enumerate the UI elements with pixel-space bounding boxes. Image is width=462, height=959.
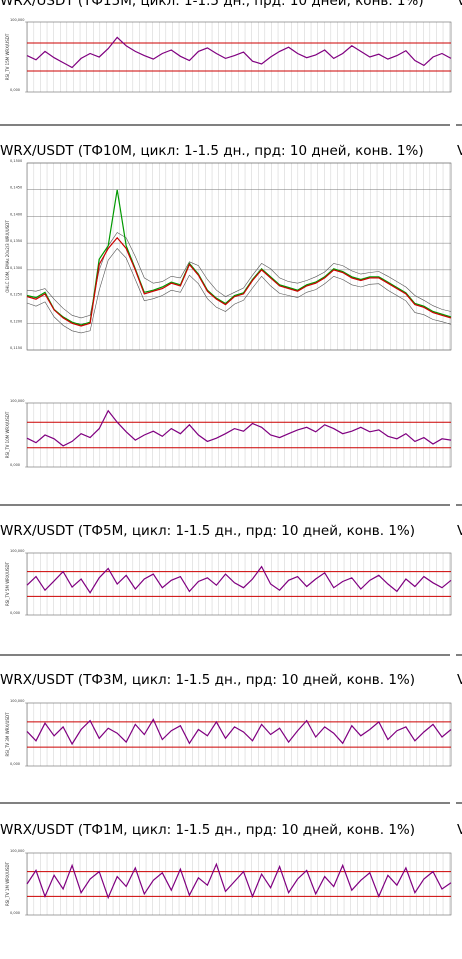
chart-title: WRX/USDT (ТФ15М, цикл: 1-1.5 дн., прд: 1… bbox=[0, 0, 424, 9]
y-axis-label: RSI_TV 3М WRX/USDT bbox=[5, 712, 10, 757]
cut-title: V bbox=[457, 0, 462, 9]
y-tick-label: 0,000 bbox=[10, 762, 20, 766]
plot-area bbox=[26, 162, 452, 351]
plot-area bbox=[26, 852, 452, 916]
chart-title: WRX/USDT (ТФ1М, цикл: 1-1.5 дн., прд: 10… bbox=[0, 822, 415, 838]
chart-title: WRX/USDT (ТФ5М, цикл: 1-1.5 дн., прд: 10… bbox=[0, 523, 415, 539]
series-line bbox=[26, 36, 452, 69]
series-line bbox=[26, 565, 452, 594]
series-line bbox=[26, 189, 452, 326]
y-tick-label: 100,000 bbox=[10, 399, 24, 403]
y-tick-label: 100,000 bbox=[10, 18, 24, 22]
series-line bbox=[26, 718, 452, 746]
series-line bbox=[26, 236, 452, 327]
y-axis-label: RSI_TV 1М WRX/USDT bbox=[5, 861, 10, 906]
chart-title: WRX/USDT (ТФ10М, цикл: 1-1.5 дн., прд: 1… bbox=[0, 143, 424, 159]
plot-area bbox=[26, 21, 452, 93]
y-axis-label: RSI_TV 5М WRX/USDT bbox=[5, 561, 10, 606]
y-tick-label: 0,000 bbox=[10, 463, 20, 467]
plot-area bbox=[26, 402, 452, 468]
chart-title: WRX/USDT (ТФ3М, цикл: 1-1.5 дн., прд: 10… bbox=[0, 672, 415, 688]
y-axis-label: OHLC 10М, EMAs 20x2/3 WRX/USDT bbox=[5, 220, 10, 293]
y-tick-label: 0,1400 bbox=[10, 212, 22, 216]
y-tick-label: 0,000 bbox=[10, 88, 20, 92]
cut-title: V bbox=[457, 523, 462, 539]
plot-area bbox=[26, 702, 452, 767]
series-line bbox=[26, 248, 452, 334]
plot-area bbox=[26, 552, 452, 616]
y-tick-label: 0,1150 bbox=[10, 346, 22, 350]
series-line bbox=[26, 862, 452, 900]
cut-title: V bbox=[457, 143, 462, 159]
y-tick-label: 0,1250 bbox=[10, 293, 22, 297]
y-tick-label: 0,000 bbox=[10, 611, 20, 615]
separators bbox=[0, 124, 462, 804]
cut-title: V bbox=[457, 822, 462, 838]
y-tick-label: 0,1300 bbox=[10, 266, 22, 270]
y-tick-label: 0,1200 bbox=[10, 319, 22, 323]
y-tick-label: 0,000 bbox=[10, 911, 20, 915]
y-tick-label: 0,1450 bbox=[10, 186, 22, 190]
y-tick-label: 100,000 bbox=[10, 849, 24, 853]
y-axis-label: RSI_TV 15М WRX/USDT bbox=[5, 33, 10, 80]
series-line bbox=[26, 409, 452, 447]
cut-title: V bbox=[457, 672, 462, 688]
y-axis-label: RSI_TV 10М WRX/USDT bbox=[5, 411, 10, 458]
y-tick-label: 100,000 bbox=[10, 699, 24, 703]
y-tick-label: 100,000 bbox=[10, 549, 24, 553]
y-tick-label: 0,1500 bbox=[10, 159, 22, 163]
y-tick-label: 0,1350 bbox=[10, 239, 22, 243]
